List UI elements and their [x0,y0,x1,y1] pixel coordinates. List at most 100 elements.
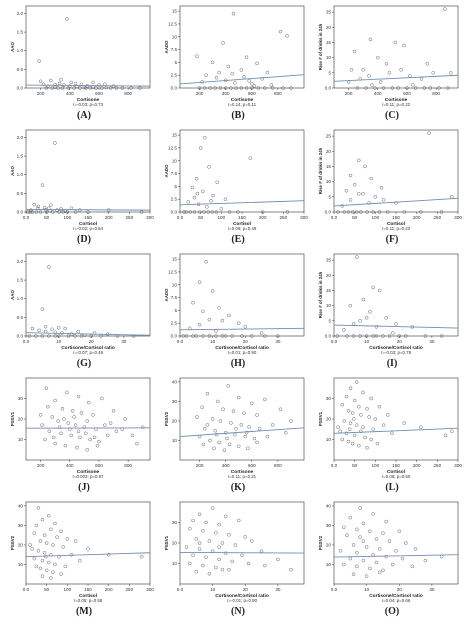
data-point [66,334,71,338]
data-point [201,309,205,314]
data-point [105,433,110,438]
data-point [197,512,202,517]
data-point [73,539,78,543]
y-tick-label: 10 [172,34,178,39]
data-point [236,210,240,214]
data-point [349,68,354,72]
data-point [289,86,293,90]
data-point [217,557,221,562]
data-point [203,86,207,90]
y-axis-label: Rise # of drinks in 24h [318,147,323,194]
data-point [396,86,400,90]
x-tick-label: 0.0 [23,587,30,592]
data-point [205,391,210,396]
data-point [377,210,382,214]
data-point [233,432,237,437]
data-point [210,210,214,214]
data-point [355,210,359,214]
data-point [32,202,36,207]
data-point [371,334,375,338]
data-point [285,210,290,214]
data-point [250,86,254,90]
data-point [38,539,43,543]
plot-frame [25,253,151,337]
data-point [76,429,81,434]
x-tick-label: 400 [66,91,74,96]
data-point [352,417,356,421]
data-point [138,86,142,90]
data-point [340,402,344,407]
data-point [361,558,366,563]
data-point [450,429,454,434]
x-tick-label: 200 [196,91,204,96]
data-point [214,210,219,214]
x-tick-label: 100 [371,463,379,468]
y-tick-label: 15 [172,9,178,14]
data-point [60,407,65,411]
data-point [284,430,288,435]
data-point [361,425,365,429]
data-point [30,326,35,331]
data-point [394,201,398,205]
data-point [443,7,447,11]
correlation-stat: r=-0.07; p=0.46 [73,350,104,355]
data-point [207,317,212,322]
x-tick-label: 150 [84,587,92,592]
y-tick-label: 40 [18,503,24,508]
panel-label: (I) [386,358,398,369]
scatter-panel: 0.0 50 100 150 200 250 300 0.0 0.5 1.0 1.5 2.0 Corti… [10,126,158,245]
data-point [336,210,340,214]
data-point [43,329,48,334]
x-tick-label: 50 [44,215,50,220]
x-tick-label: 30 [121,339,127,344]
data-point [44,541,49,545]
plot-frame [25,377,151,461]
x-tick-label: 200 [413,463,421,468]
scatter-plot: 0.0 10 20 30 0.0 2.5 5 7.5 10 12.5 15 Cortisone/Cor… [164,253,305,355]
x-tick-label: 10 [210,339,216,344]
y-axis-label: PSSV1 [10,411,15,426]
data-point [226,384,231,388]
data-point [57,210,61,214]
data-point [34,564,39,569]
regression-line [179,427,305,438]
scatter-plot: 0.0 10 20 30 10 20 30 40 Cortisone/Cortisol rati… [318,501,459,603]
data-point [369,437,373,442]
data-point [227,442,232,447]
data-point [345,533,349,537]
data-point [100,396,104,401]
data-point [370,83,374,87]
data-point [62,417,66,421]
data-point [210,289,215,293]
data-point [89,334,93,338]
scatter-panel: 0.0 10 20 30 10 20 30 40 Cortisone/Cortisol rati… [318,498,466,617]
plot-frame [179,253,305,337]
scatter-panel: 0.0 10 20 30 0.0 5 10 15 20 25 Cortisone/Cortisol … [318,250,466,369]
data-point [368,309,372,314]
regression-line [179,327,305,331]
x-tick-label: 600 [95,91,103,96]
scatter-panel: 0.0 10 20 30 0.0 2.5 5 7.5 10 12.5 15 Cortisone/Cor… [164,250,312,369]
y-tick-label: 25 [326,10,332,15]
data-point [342,525,346,530]
correlation-stat: r=0.11; p=0.23 [382,226,411,231]
data-point [111,409,116,413]
data-point [59,78,63,82]
data-point [346,210,351,214]
data-point [114,429,119,434]
data-point [28,543,32,547]
data-point [95,443,100,448]
data-point [390,431,394,436]
data-point [344,189,349,193]
data-point [212,446,216,451]
data-point [91,80,95,85]
data-point [36,204,41,209]
data-point [361,390,365,395]
data-point [94,86,98,90]
panel-label: (L) [385,482,399,493]
correlation-stat: r=0.05; p=0.58 [74,598,103,603]
data-point [56,334,61,338]
data-point [387,71,392,75]
data-point [198,210,202,214]
data-point [381,531,385,535]
